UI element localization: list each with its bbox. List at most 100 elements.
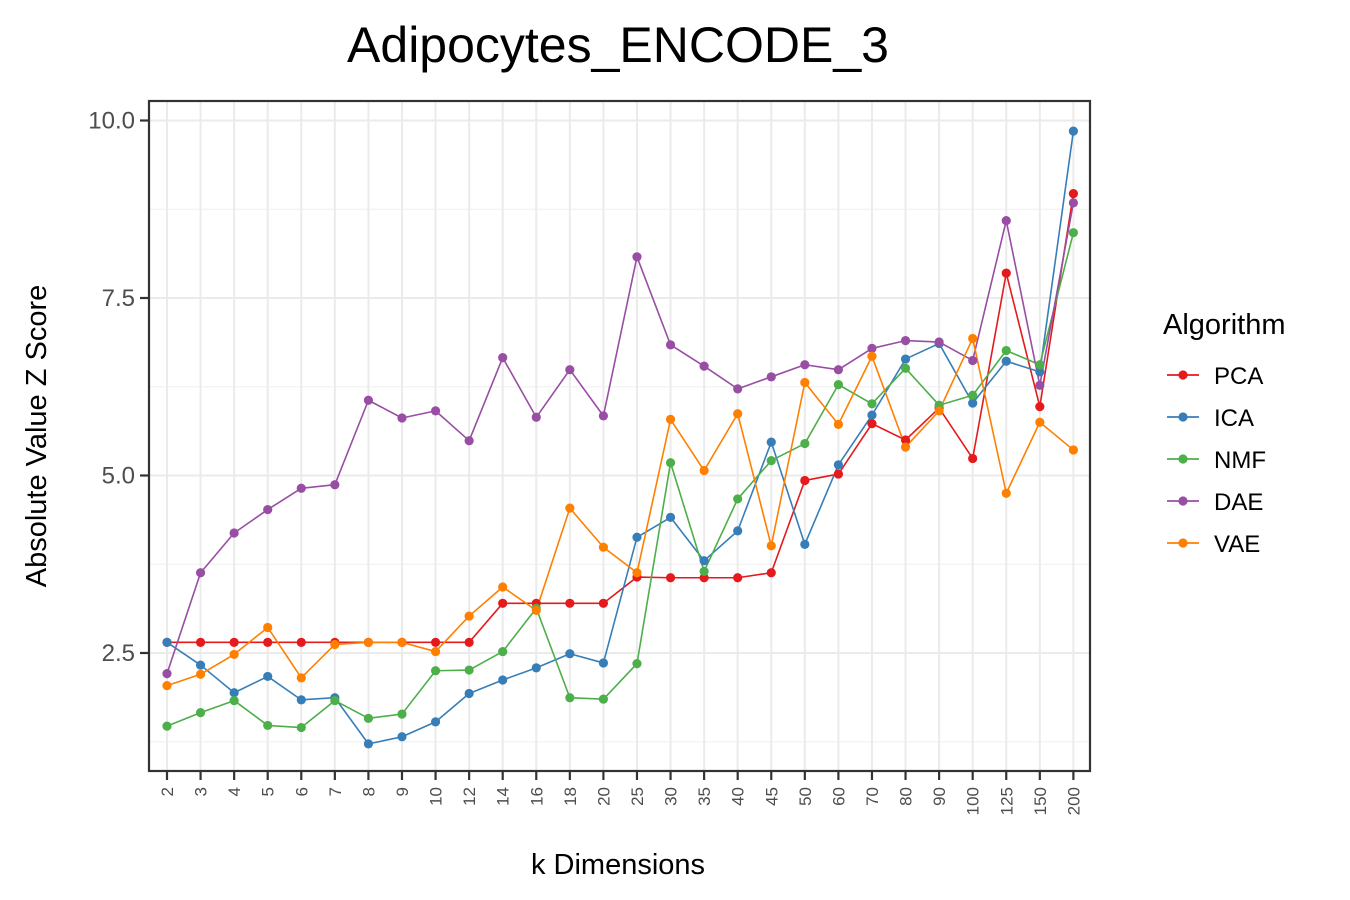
data-point-ica xyxy=(430,717,441,727)
data-point-dae xyxy=(598,411,609,421)
x-tick-label: 18 xyxy=(561,787,580,806)
data-point-dae xyxy=(934,337,944,347)
data-point-pca xyxy=(699,573,709,583)
x-tick-label: 5 xyxy=(259,787,278,796)
y-tick-label: 10.0 xyxy=(88,108,135,135)
data-point-vae xyxy=(766,541,776,551)
data-point-ica xyxy=(162,637,172,647)
y-tick-label: 7.5 xyxy=(102,285,135,312)
data-point-ica xyxy=(498,675,508,685)
data-point-pca xyxy=(968,453,978,464)
data-point-dae xyxy=(363,395,374,405)
data-point-vae xyxy=(733,409,743,419)
data-point-vae xyxy=(598,542,609,552)
data-point-ica xyxy=(665,512,676,522)
x-tick-label: 90 xyxy=(930,787,949,806)
data-point-vae xyxy=(296,673,306,683)
data-point-ica xyxy=(296,695,306,705)
x-axis-title: k Dimensions xyxy=(531,849,705,881)
x-tick-label: 45 xyxy=(762,787,781,806)
data-point-nmf xyxy=(1035,360,1045,370)
data-point-nmf xyxy=(699,566,709,576)
data-point-vae xyxy=(1035,417,1045,427)
data-point-nmf xyxy=(833,380,844,390)
data-point-nmf xyxy=(430,666,441,676)
data-point-ica xyxy=(363,739,374,749)
data-point-dae xyxy=(1035,380,1045,390)
data-point-pca xyxy=(1035,402,1045,412)
legend: Algorithm PCA ICA NMF DAE VAE xyxy=(1163,309,1286,558)
series-line-ica xyxy=(166,131,1075,745)
x-tick-label: 6 xyxy=(292,787,311,796)
data-point-vae xyxy=(800,377,810,388)
data-point-nmf xyxy=(900,363,911,373)
data-point-vae xyxy=(430,646,441,657)
x-tick-label: 7 xyxy=(326,787,345,796)
data-point-pca xyxy=(464,637,474,647)
data-point-dae xyxy=(330,480,340,490)
data-point-ica xyxy=(531,663,541,673)
data-point-pca xyxy=(195,637,206,647)
data-point-dae xyxy=(397,413,407,423)
data-point-nmf xyxy=(195,708,206,718)
data-point-pca xyxy=(766,568,776,578)
data-point-dae xyxy=(766,372,776,382)
data-point-nmf xyxy=(1001,345,1011,356)
data-point-vae xyxy=(900,442,911,452)
data-point-vae xyxy=(531,605,541,616)
data-point-ica xyxy=(565,649,575,659)
legend-label-pca: PCA xyxy=(1214,363,1263,390)
data-point-vae xyxy=(464,611,474,621)
data-point-nmf xyxy=(598,694,609,704)
data-point-dae xyxy=(867,343,877,354)
data-point-vae xyxy=(397,637,407,647)
data-point-ica xyxy=(1001,356,1011,366)
legend-key-point-pca xyxy=(1178,370,1188,380)
x-tick-label: 9 xyxy=(393,787,412,796)
data-point-pca xyxy=(800,475,810,486)
data-point-pca xyxy=(1068,189,1078,199)
data-point-pca xyxy=(833,469,844,479)
data-point-pca xyxy=(1001,268,1011,278)
data-point-dae xyxy=(195,568,206,578)
x-tick-label: 20 xyxy=(594,787,613,806)
data-point-nmf xyxy=(733,494,743,504)
data-point-ica xyxy=(867,410,877,420)
x-tick-label: 60 xyxy=(829,787,848,806)
data-point-pca xyxy=(665,573,676,583)
data-point-vae xyxy=(1068,445,1078,455)
data-point-pca xyxy=(598,598,609,608)
x-tick-label: 200 xyxy=(1064,787,1083,815)
data-point-vae xyxy=(162,681,172,691)
legend-key-point-vae xyxy=(1178,538,1188,548)
data-point-dae xyxy=(162,668,172,679)
data-point-vae xyxy=(363,637,374,647)
x-tick-label: 14 xyxy=(494,787,513,806)
chart-title: Adipocytes_ENCODE_3 xyxy=(347,17,889,73)
data-point-vae xyxy=(699,465,709,476)
data-point-dae xyxy=(1001,216,1011,226)
data-point-vae xyxy=(330,639,340,650)
data-point-dae xyxy=(229,528,239,538)
x-tick-label: 10 xyxy=(427,787,446,806)
data-point-dae xyxy=(1068,198,1078,208)
data-point-pca xyxy=(733,573,743,583)
x-tick-label: 125 xyxy=(997,787,1016,815)
data-point-vae xyxy=(195,669,206,679)
data-point-ica xyxy=(598,658,609,668)
x-tick-label: 30 xyxy=(662,787,681,806)
data-point-dae xyxy=(733,384,743,394)
x-tick-label: 100 xyxy=(964,787,983,815)
series-line-nmf xyxy=(166,232,1075,729)
data-point-vae xyxy=(665,414,676,425)
series-line-pca xyxy=(167,193,1075,644)
data-point-ica xyxy=(397,732,407,742)
data-point-nmf xyxy=(330,695,340,706)
data-point-nmf xyxy=(162,721,172,731)
data-point-pca xyxy=(263,637,273,647)
x-tick-label: 40 xyxy=(729,787,748,806)
data-point-ica xyxy=(733,526,743,536)
data-point-pca xyxy=(498,598,508,608)
data-point-ica xyxy=(263,671,273,682)
